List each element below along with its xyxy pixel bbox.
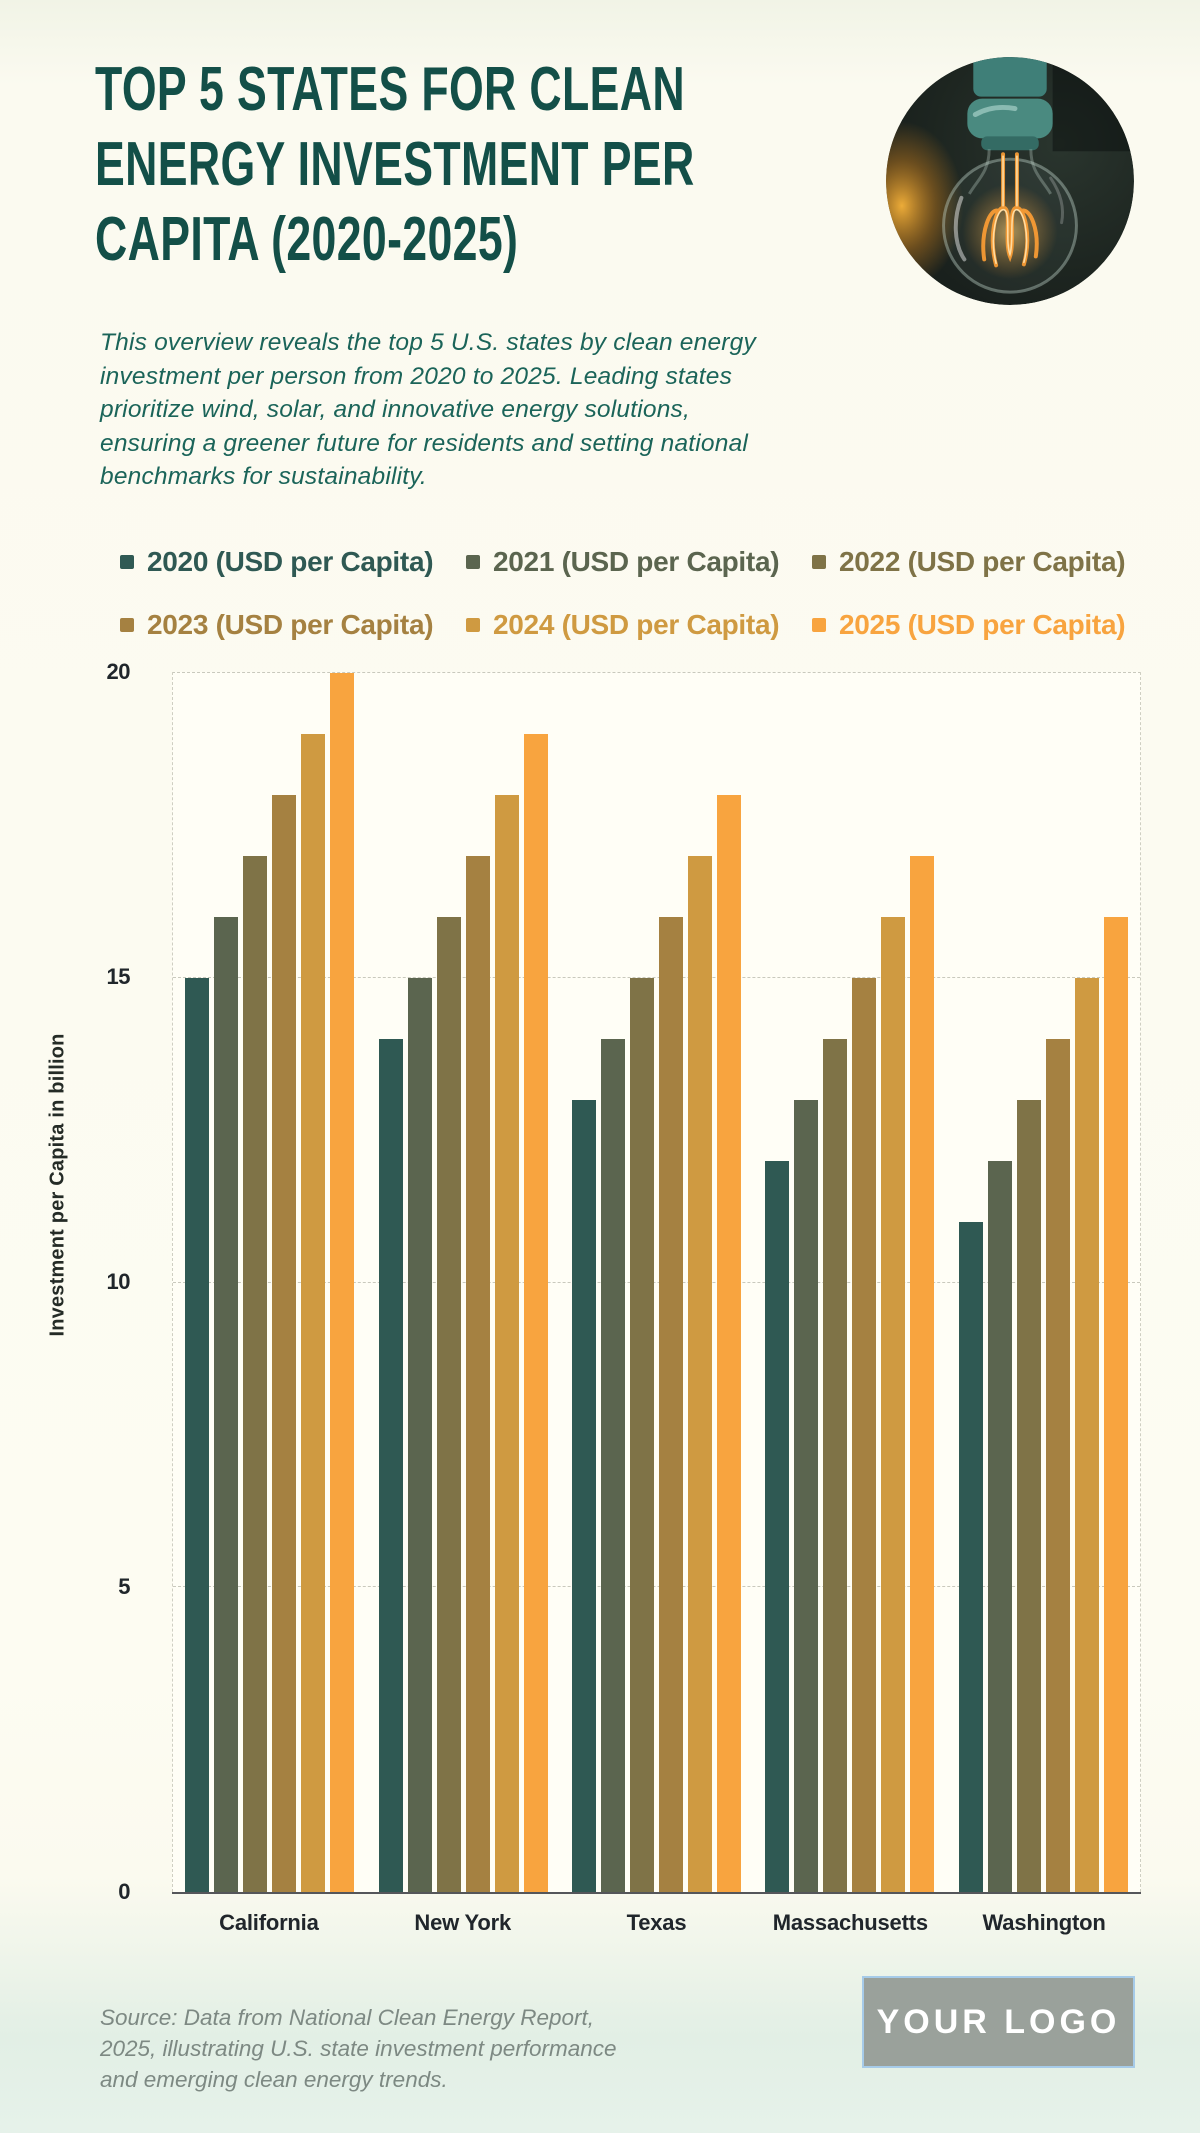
x-label-texas: Texas <box>626 1910 687 1935</box>
gridline-15 <box>173 976 1140 978</box>
bar-california-2020 <box>185 977 210 1892</box>
bar-group-california <box>173 673 366 1892</box>
page-title-line-3: CAPITA (2020-2025) <box>95 205 519 275</box>
legend-marker-2024 <box>466 618 480 632</box>
bar-texas-2022 <box>630 977 655 1892</box>
bar-texas-2021 <box>601 1038 626 1892</box>
bar-group-massachusetts <box>753 673 946 1892</box>
legend-marker-2021 <box>466 555 480 569</box>
y-tick-10: 10 <box>106 1269 131 1294</box>
gridline-10 <box>173 1281 1140 1283</box>
legend-item-2024: 2024 (USD per Capita) <box>466 605 812 645</box>
x-label-washington: Washington <box>982 1910 1106 1935</box>
legend-label-2020: 2020 (USD per Capita) <box>147 546 434 577</box>
legend-label-2025: 2025 (USD per Capita) <box>839 609 1126 640</box>
legend-label-2023: 2023 (USD per Capita) <box>147 609 434 640</box>
bar-texas-2023 <box>659 916 684 1892</box>
bar-massachusetts-2021 <box>794 1099 819 1892</box>
bar-massachusetts-2022 <box>823 1038 848 1892</box>
legend-marker-2025 <box>812 618 826 632</box>
legend-marker-2023 <box>120 618 134 632</box>
bar-massachusetts-2024 <box>881 916 906 1892</box>
light-bulb-photo <box>886 57 1134 305</box>
y-tick-0: 0 <box>118 1879 130 1904</box>
bar-texas-2025 <box>717 794 742 1892</box>
bar-massachusetts-2023 <box>852 977 877 1892</box>
source-note: Source: Data from National Clean Energy … <box>100 2005 617 2093</box>
legend-label-2024: 2024 (USD per Capita) <box>493 609 780 640</box>
bar-new-york-2025 <box>523 733 548 1892</box>
bar-group-washington <box>947 673 1140 1892</box>
bar-new-york-2020 <box>378 1038 403 1892</box>
x-label-california: California <box>219 1910 319 1935</box>
bar-new-york-2022 <box>436 916 461 1892</box>
bar-washington-2022 <box>1016 1099 1041 1892</box>
bar-new-york-2023 <box>465 855 490 1892</box>
bar-california-2024 <box>301 733 326 1892</box>
chart-legend: 2020 (USD per Capita) 2021 (USD per Capit… <box>120 542 1190 645</box>
legend-label-2022: 2022 (USD per Capita) <box>839 546 1126 577</box>
logo-text: YOUR LOGO <box>876 2002 1121 2041</box>
legend-marker-2022 <box>812 555 826 569</box>
y-tick-5: 5 <box>118 1574 130 1599</box>
bar-washington-2025 <box>1103 916 1128 1892</box>
bar-groups <box>173 673 1140 1892</box>
bar-california-2021 <box>214 916 239 1892</box>
legend-item-2020: 2020 (USD per Capita) <box>120 542 466 582</box>
bar-massachusetts-2025 <box>910 855 935 1892</box>
bar-texas-2020 <box>572 1099 597 1892</box>
bar-california-2023 <box>272 794 297 1892</box>
bar-group-texas <box>560 673 753 1892</box>
legend-label-2021: 2021 (USD per Capita) <box>493 546 780 577</box>
logo-placeholder: YOUR LOGO <box>862 1976 1135 2068</box>
plot-area <box>172 672 1141 1894</box>
legend-item-2025: 2025 (USD per Capita) <box>812 605 1182 645</box>
light-bulb-illustration <box>886 57 1134 305</box>
legend-item-2023: 2023 (USD per Capita) <box>120 605 466 645</box>
page-title: TOP 5 STATES FOR CLEAN ENERGY INVESTMENT… <box>95 52 743 277</box>
page-title-line-1: TOP 5 STATES FOR CLEAN <box>95 55 685 124</box>
bar-washington-2021 <box>987 1160 1012 1892</box>
intro-description: This overview reveals the top 5 U.S. sta… <box>100 329 756 491</box>
legend-item-2021: 2021 (USD per Capita) <box>466 542 812 582</box>
legend-item-2022: 2022 (USD per Capita) <box>812 542 1182 582</box>
bar-washington-2024 <box>1074 977 1099 1892</box>
y-tick-15: 15 <box>106 964 131 989</box>
bar-california-2022 <box>243 855 268 1892</box>
bar-washington-2023 <box>1045 1038 1070 1892</box>
bar-new-york-2024 <box>494 794 519 1892</box>
x-axis-baseline <box>172 1892 1141 1894</box>
x-label-massachusetts: Massachusetts <box>772 1910 928 1935</box>
y-axis-ticks: 0 5 10 15 20 <box>60 661 131 1903</box>
x-label-new-york: New York <box>414 1910 512 1935</box>
bar-new-york-2021 <box>407 977 432 1892</box>
bar-washington-2020 <box>958 1221 983 1892</box>
legend-marker-2020 <box>120 555 134 569</box>
page-title-line-2: ENERGY INVESTMENT PER <box>95 130 695 200</box>
y-tick-20: 20 <box>106 659 131 684</box>
x-axis-labels: California New York Texas Massachusetts Wash… <box>172 1910 1141 1936</box>
gridline-5 <box>173 1586 1140 1588</box>
bar-texas-2024 <box>688 855 713 1892</box>
bar-massachusetts-2020 <box>765 1160 790 1892</box>
bar-california-2025 <box>330 673 355 1892</box>
bar-group-new-york <box>366 673 559 1892</box>
